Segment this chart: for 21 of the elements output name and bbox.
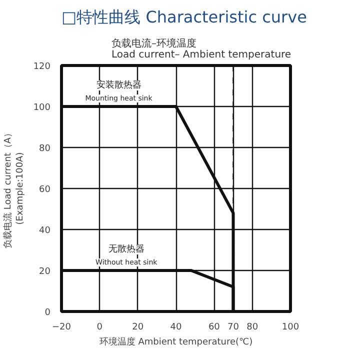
x-tick-label: 70 — [228, 322, 240, 332]
x-tick-label: −20 — [52, 322, 72, 332]
annotation: 无散热器 — [108, 244, 144, 254]
x-tick-label: 100 — [282, 322, 300, 332]
annotation: 安装散热器 — [96, 80, 142, 90]
x-tick-label: 20 — [132, 322, 144, 332]
y-axis-title: 负载电流 Load current（A） (Example:100A) — [2, 128, 26, 248]
y-tick-label: 0 — [44, 308, 51, 318]
chart-title: □特性曲线 Characteristic curve — [62, 8, 307, 26]
y-tick-label: 100 — [33, 103, 51, 113]
y-tick-label: 20 — [39, 267, 51, 277]
y-tick-label: 120 — [33, 62, 51, 72]
chart-subtitle: 负载电流–环境温度 Load current– Ambient temperature — [112, 38, 292, 60]
x-tick-label: 40 — [170, 322, 182, 332]
x-tick-label: 80 — [246, 322, 258, 332]
x-tick-label: 0 — [96, 322, 103, 332]
x-axis-title: 环境温度 Ambient temperature(℃) — [99, 336, 253, 348]
y-tick-label: 80 — [39, 144, 51, 154]
y-tick-label: 40 — [39, 226, 51, 236]
x-tick-label: 60 — [208, 322, 220, 332]
y-tick-label: 60 — [39, 185, 51, 195]
